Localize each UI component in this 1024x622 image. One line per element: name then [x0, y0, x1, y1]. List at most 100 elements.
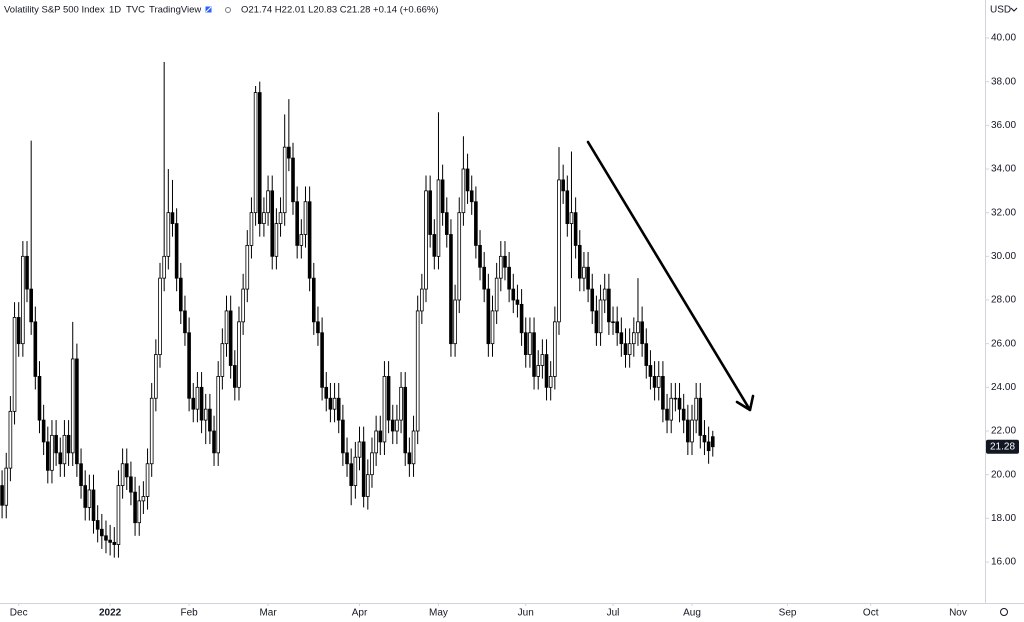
candle-body	[590, 288, 595, 312]
candle-body	[158, 277, 162, 355]
candle-body	[83, 485, 88, 508]
candle-body	[710, 436, 715, 448]
candle-body	[511, 288, 516, 301]
candle-body	[54, 434, 58, 454]
candle-body	[212, 430, 216, 454]
x-tick-label: Jun	[518, 608, 534, 619]
candle-body	[602, 288, 607, 301]
candle-body	[523, 332, 528, 355]
candle-body	[183, 310, 187, 334]
candle-body	[619, 332, 624, 345]
candle-body	[586, 266, 590, 290]
candle-body	[311, 277, 316, 323]
plot	[0, 62, 715, 558]
candle-body	[270, 190, 275, 257]
candle-body	[652, 376, 657, 388]
candle-body	[133, 491, 137, 524]
candle-body	[627, 343, 632, 355]
candle-body	[499, 255, 503, 279]
candle-body	[594, 310, 599, 334]
candle-body	[702, 434, 707, 443]
candle-body	[424, 190, 428, 290]
candle-body	[295, 201, 299, 246]
candle-body	[623, 343, 628, 355]
candle-body	[390, 419, 395, 432]
candle-body	[195, 386, 200, 410]
candle-body	[548, 376, 553, 388]
candle-body	[278, 212, 283, 224]
candle-body	[665, 408, 669, 421]
candle-body	[507, 266, 511, 290]
candle-body	[112, 541, 117, 545]
candle-body	[237, 321, 241, 388]
candle-body	[694, 397, 698, 421]
candle-body	[274, 223, 279, 257]
candle-body	[449, 234, 453, 345]
candle-body	[474, 201, 478, 246]
candle-body	[345, 452, 349, 465]
candle-body	[677, 397, 682, 410]
candle-body	[432, 234, 437, 257]
candle-body	[224, 310, 229, 345]
candle-body	[357, 441, 362, 458]
candle-body	[370, 452, 374, 476]
candle-body	[465, 168, 470, 192]
candle-body	[503, 255, 507, 268]
candle-body	[66, 434, 71, 454]
currency-label[interactable]: USD	[990, 5, 1011, 16]
candle-body	[91, 489, 96, 521]
x-tick-label: Nov	[949, 608, 967, 619]
candle-body	[399, 386, 403, 421]
y-tick-label: 40.00	[991, 33, 1016, 44]
candle-body	[490, 310, 495, 345]
candle-body	[598, 299, 603, 334]
candle-body	[320, 332, 324, 388]
candle-body	[25, 255, 29, 290]
candle-body	[519, 303, 524, 334]
candle-body	[482, 266, 486, 290]
candle-body	[611, 321, 615, 324]
status-icon	[225, 7, 231, 13]
y-tick-label: 24.00	[991, 382, 1016, 393]
candle-body	[561, 179, 565, 192]
candle-body	[4, 467, 9, 506]
ohlc-legend: O21.74 H22.01 L20.83 C21.28 +0.14 (+0.66…	[241, 5, 439, 16]
interval[interactable]: 1D	[109, 5, 121, 16]
x-tick-label: Feb	[180, 608, 198, 619]
candle-body	[544, 354, 549, 388]
x-tick-label: Aug	[683, 608, 701, 619]
candle-body	[124, 463, 129, 478]
candle-body	[75, 358, 79, 465]
candle-body	[644, 343, 649, 366]
candle-body	[245, 245, 250, 290]
y-tick-label: 18.00	[991, 513, 1016, 524]
candle-body	[640, 321, 644, 345]
x-tick-label: Apr	[352, 608, 368, 619]
candle-body	[216, 376, 220, 454]
y-tick-label: 38.00	[991, 76, 1016, 87]
candle-body	[553, 321, 557, 377]
candle-body	[87, 489, 92, 508]
candle-body	[316, 321, 320, 334]
candle-body	[145, 463, 150, 497]
candle-body	[361, 441, 366, 497]
y-tick-label: 22.00	[991, 426, 1016, 437]
candle-body	[557, 179, 561, 323]
currency-dropdown[interactable]	[1010, 7, 1018, 12]
candle-body	[632, 332, 636, 345]
candle-body	[100, 528, 104, 537]
candle-body	[378, 430, 383, 443]
candle-body	[324, 386, 329, 399]
last-price-label: 21.28	[990, 441, 1015, 452]
candle-body	[353, 456, 358, 486]
y-tick-label: 28.00	[991, 295, 1016, 306]
candle-body	[108, 539, 112, 543]
candle-body	[307, 201, 312, 279]
candle-body	[241, 288, 245, 323]
flag-icon[interactable]	[204, 5, 213, 14]
candle-body	[457, 212, 462, 301]
settings-icon[interactable]	[1000, 608, 1008, 616]
candle-body	[162, 255, 166, 279]
